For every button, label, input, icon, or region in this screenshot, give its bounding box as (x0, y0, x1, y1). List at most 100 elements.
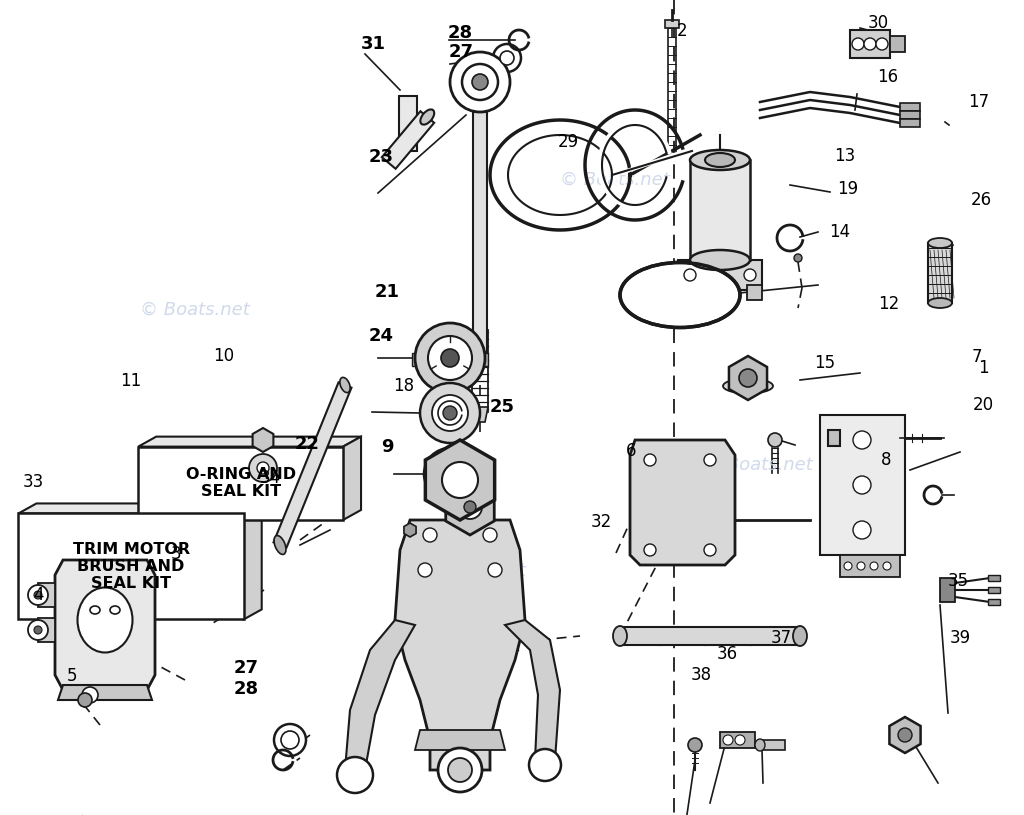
Polygon shape (38, 618, 55, 642)
Circle shape (898, 728, 912, 742)
Text: 34: 34 (260, 469, 281, 487)
Text: 3: 3 (171, 545, 181, 563)
Polygon shape (690, 160, 750, 260)
Text: 16: 16 (878, 68, 898, 86)
Ellipse shape (620, 262, 740, 328)
Polygon shape (678, 260, 762, 290)
Text: 29: 29 (558, 133, 579, 151)
Polygon shape (138, 447, 343, 520)
Circle shape (34, 591, 42, 599)
Circle shape (853, 476, 871, 494)
Ellipse shape (793, 626, 807, 646)
Circle shape (34, 626, 42, 634)
Text: 27: 27 (449, 43, 473, 61)
Polygon shape (900, 103, 920, 111)
Text: 4: 4 (34, 586, 44, 604)
Text: © Boats.net: © Boats.net (416, 562, 526, 579)
Polygon shape (412, 353, 488, 366)
Polygon shape (505, 620, 560, 760)
Text: 13: 13 (835, 148, 855, 165)
Circle shape (420, 383, 480, 443)
Text: 22: 22 (295, 435, 319, 453)
Circle shape (441, 349, 459, 367)
Polygon shape (678, 285, 693, 300)
Polygon shape (828, 430, 840, 446)
Circle shape (337, 757, 373, 793)
Circle shape (82, 687, 98, 703)
Circle shape (464, 501, 476, 513)
Polygon shape (473, 112, 487, 352)
Circle shape (462, 64, 498, 100)
Ellipse shape (928, 298, 952, 308)
Text: 15: 15 (814, 354, 835, 372)
Ellipse shape (723, 378, 773, 394)
Circle shape (458, 495, 482, 519)
Polygon shape (760, 740, 785, 750)
Polygon shape (55, 560, 155, 690)
Circle shape (281, 731, 299, 749)
Text: 25: 25 (489, 398, 514, 416)
Polygon shape (403, 523, 416, 537)
Polygon shape (395, 520, 525, 770)
Ellipse shape (78, 588, 132, 653)
Text: 12: 12 (879, 295, 899, 313)
Text: 18: 18 (393, 377, 414, 395)
Polygon shape (940, 578, 955, 602)
Text: 10: 10 (213, 347, 233, 365)
Circle shape (500, 51, 514, 65)
Circle shape (483, 528, 497, 542)
Circle shape (844, 562, 852, 570)
Circle shape (883, 562, 891, 570)
Polygon shape (244, 504, 262, 619)
Polygon shape (345, 620, 415, 770)
Text: 37: 37 (771, 629, 792, 647)
Text: 14: 14 (829, 223, 850, 241)
Text: 2: 2 (677, 22, 687, 40)
Polygon shape (472, 407, 488, 422)
Circle shape (529, 749, 561, 781)
Text: 20: 20 (973, 396, 993, 414)
Polygon shape (665, 20, 679, 28)
Text: © Boats.net: © Boats.net (559, 170, 670, 188)
Polygon shape (253, 428, 273, 452)
Text: 35: 35 (948, 572, 969, 590)
Circle shape (257, 462, 269, 474)
Circle shape (644, 454, 656, 466)
Ellipse shape (690, 150, 750, 170)
Polygon shape (840, 555, 900, 577)
Circle shape (705, 454, 716, 466)
Polygon shape (425, 440, 495, 520)
Text: 9: 9 (381, 438, 393, 456)
Text: 8: 8 (881, 452, 891, 469)
Polygon shape (273, 382, 351, 548)
Circle shape (423, 528, 437, 542)
Circle shape (857, 562, 865, 570)
Circle shape (438, 748, 482, 792)
Text: 6: 6 (626, 442, 636, 460)
Polygon shape (343, 437, 361, 520)
Polygon shape (928, 243, 952, 303)
Polygon shape (415, 730, 505, 750)
Circle shape (440, 464, 460, 484)
Ellipse shape (110, 606, 120, 614)
Text: O-RING AND
SEAL KIT: O-RING AND SEAL KIT (185, 467, 296, 500)
Ellipse shape (626, 267, 734, 323)
Circle shape (853, 521, 871, 539)
Polygon shape (18, 504, 262, 513)
Circle shape (78, 693, 92, 707)
Text: 11: 11 (121, 372, 141, 390)
Circle shape (744, 269, 756, 281)
Circle shape (249, 454, 278, 482)
Text: 23: 23 (369, 148, 393, 166)
Polygon shape (900, 111, 920, 119)
Text: 19: 19 (838, 180, 858, 198)
Circle shape (864, 38, 876, 50)
Circle shape (274, 724, 306, 756)
Ellipse shape (274, 535, 286, 554)
Circle shape (684, 269, 696, 281)
Circle shape (472, 74, 488, 90)
Polygon shape (720, 732, 755, 748)
Circle shape (739, 369, 757, 387)
Polygon shape (58, 685, 152, 700)
Polygon shape (630, 440, 735, 565)
